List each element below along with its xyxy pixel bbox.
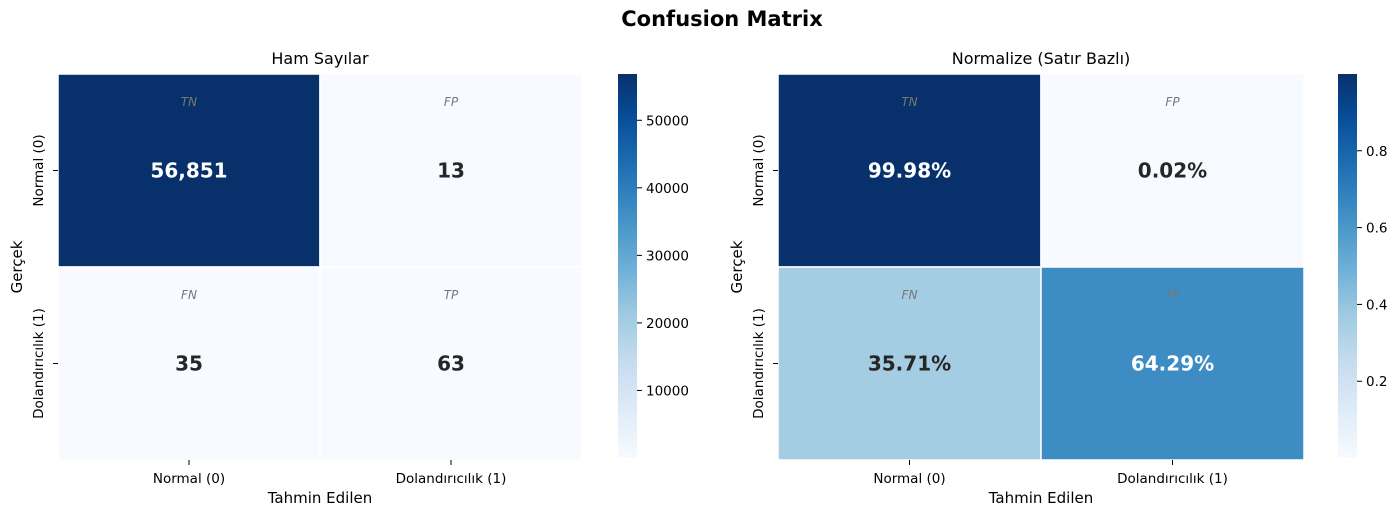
x-tick-label: Dolandırıcılık (1): [1117, 471, 1228, 487]
x-tick-label: Normal (0): [153, 471, 225, 487]
cell-tag: FN: [181, 288, 197, 302]
cell-tag: TN: [901, 95, 917, 109]
y-tick-label: Dolandırıcılık (1): [751, 308, 767, 419]
heatmap-cell-norm-r0-c1: [1040, 73, 1305, 268]
colorbar-tick-label: 20000: [646, 316, 689, 332]
cell-value: 0.02%: [1138, 159, 1207, 183]
y-tick-label: Normal (0): [751, 134, 767, 206]
cell-tag: FP: [444, 95, 459, 109]
cell-value: 35.71%: [868, 352, 951, 376]
cell-tag: FN: [902, 288, 918, 302]
panel-title: Ham Sayılar: [271, 49, 369, 68]
heatmap-panel-raw-counts: Ham Sayılar TN 56,851 FP 13 FN 35 TP 63 Normal (0…: [8, 49, 689, 507]
heatmap-cell-raw-r0-c1: [319, 73, 583, 268]
heatmap-cell-norm-r1-c0: [777, 266, 1042, 461]
panel-title: Normalize (Satır Bazlı): [952, 49, 1131, 68]
colorbar-tick-label: 40000: [646, 181, 689, 197]
cell-value: 64.29%: [1131, 352, 1214, 376]
heatmap-panel-normalized: Normalize (Satır Bazlı) TN 99.98% FP 0.02% FN…: [728, 49, 1387, 507]
x-axis-label: Tahmin Edilen: [988, 489, 1094, 507]
heatmap-cell-raw-r0-c0: [57, 73, 321, 268]
cell-tag: TP: [444, 288, 459, 302]
y-axis-label: Gerçek: [8, 240, 26, 293]
heatmap-cell-raw-r1-c1: [319, 266, 583, 461]
colorbar-tick-label: 0.8: [1366, 144, 1387, 160]
heatmap-cell-norm-r1-c1: [1040, 266, 1305, 461]
cell-value: 35: [175, 352, 203, 376]
figure-title: Confusion Matrix: [621, 7, 823, 31]
colorbar: [618, 74, 637, 458]
cell-value: 56,851: [150, 159, 227, 183]
cell-value: 63: [437, 352, 465, 376]
cell-tag: FP: [1165, 95, 1180, 109]
heatmap-cell-raw-r1-c0: [57, 266, 321, 461]
y-tick-label: Dolandırıcılık (1): [31, 308, 47, 419]
colorbar-tick-label: 0.2: [1366, 374, 1387, 390]
y-tick-label: Normal (0): [31, 134, 47, 206]
colorbar-tick-label: 0.4: [1366, 297, 1387, 313]
colorbar-tick-label: 30000: [646, 248, 689, 264]
cell-value: 13: [437, 159, 465, 183]
colorbar: [1338, 74, 1357, 458]
x-axis-label: Tahmin Edilen: [267, 489, 373, 507]
cell-value: 99.98%: [868, 159, 951, 183]
cell-tag: TN: [181, 95, 197, 109]
colorbar-tick-label: 50000: [646, 113, 689, 129]
colorbar-tick-label: 0.6: [1366, 221, 1387, 237]
y-axis-label: Gerçek: [728, 240, 746, 293]
cell-tag: TP: [1165, 288, 1180, 302]
x-tick-label: Normal (0): [873, 471, 945, 487]
colorbar-tick-label: 10000: [646, 383, 689, 399]
x-tick-label: Dolandırıcılık (1): [396, 471, 507, 487]
